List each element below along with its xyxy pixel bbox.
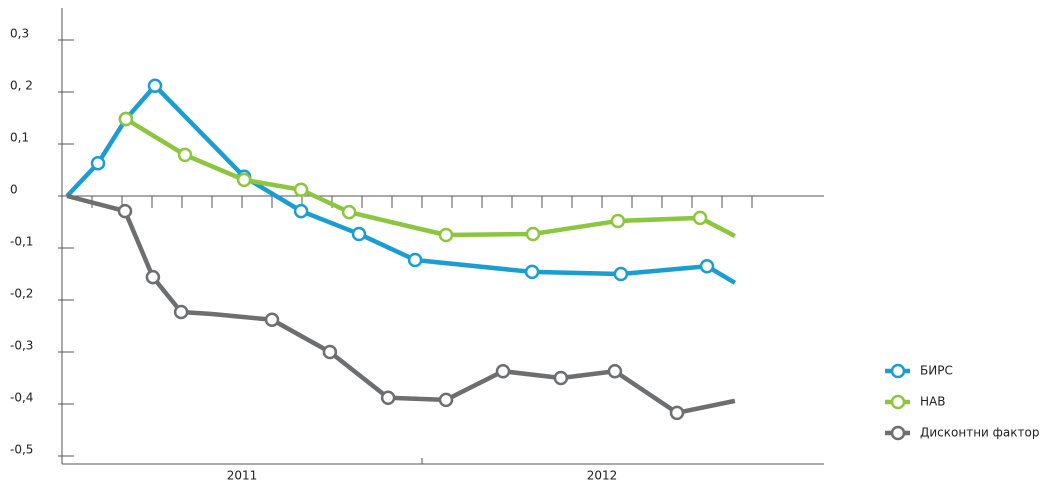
point-marker (525, 226, 541, 242)
legend-marker (890, 394, 906, 410)
point-marker (524, 264, 540, 280)
point-marker (145, 269, 161, 285)
y-tick-label: -0,1 (10, 235, 33, 249)
legend-marker (890, 425, 906, 441)
y-tick-label: -0,2 (10, 287, 33, 301)
point-marker (341, 204, 357, 220)
point-marker (699, 258, 715, 274)
legend-label: БИРС (920, 364, 953, 378)
y-tick-label: 0,1 (10, 131, 29, 145)
series-line (66, 193, 736, 416)
point-marker (173, 304, 189, 320)
point-marker (118, 111, 134, 127)
point-marker (607, 363, 623, 379)
y-tick-label: 0, 2 (10, 79, 33, 93)
point-marker (553, 370, 569, 386)
y-tick-label: 0,3 (10, 27, 29, 41)
point-marker (322, 344, 338, 360)
point-marker (117, 203, 133, 219)
point-marker (380, 390, 396, 406)
legend-label: Дисконтни фактор (920, 426, 1039, 440)
point-marker (692, 210, 708, 226)
point-marker (669, 405, 685, 421)
point-marker (613, 266, 629, 282)
legend-marker (890, 363, 906, 379)
point-marker (90, 155, 106, 171)
point-marker (407, 252, 423, 268)
point-marker (438, 227, 454, 243)
y-tick-label: -0,4 (10, 391, 33, 405)
point-marker (147, 78, 163, 94)
point-marker (495, 363, 511, 379)
point-marker (351, 226, 367, 242)
year-label: 2012 (587, 469, 618, 483)
y-tick-label: 0 (10, 183, 18, 197)
series-line (65, 83, 737, 285)
legend-label: НАВ (920, 395, 945, 409)
point-marker (293, 203, 309, 219)
year-label: 2011 (227, 469, 258, 483)
y-tick-label: -0,3 (10, 339, 33, 353)
point-marker (264, 312, 280, 328)
point-marker (177, 147, 193, 163)
point-marker (236, 172, 252, 188)
y-tick-label: -0,5 (10, 443, 33, 457)
point-marker (610, 213, 626, 229)
point-marker (293, 182, 309, 198)
series-line (124, 117, 736, 239)
point-marker (438, 392, 454, 408)
